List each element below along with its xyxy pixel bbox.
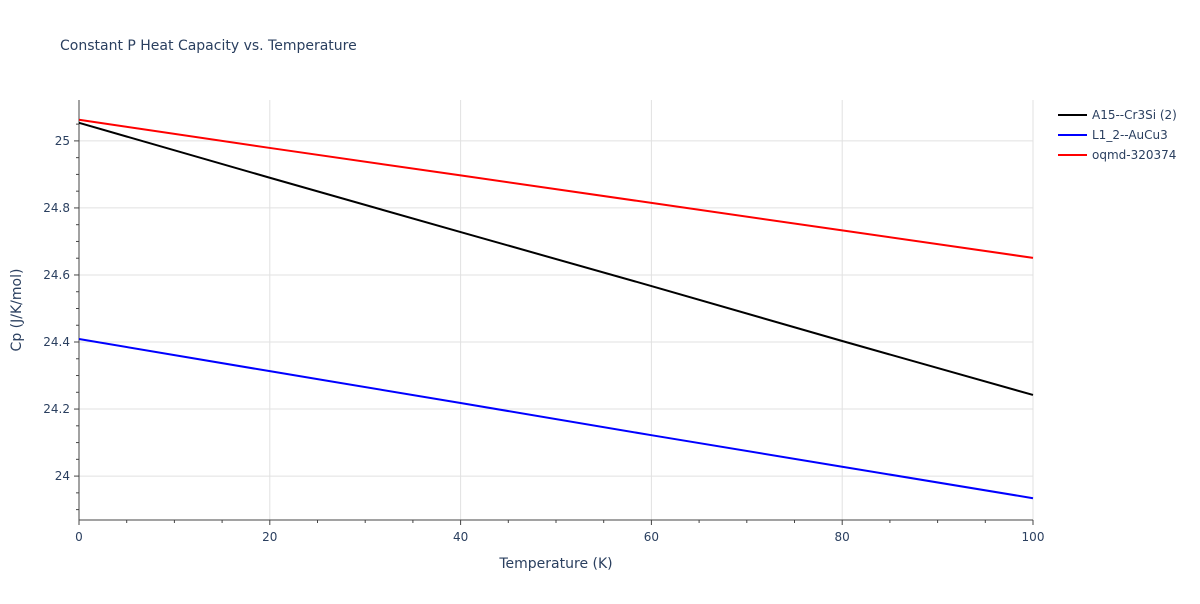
y-axis-label: Cp (J/K/mol) (9, 269, 25, 352)
series-lines (78, 118, 1034, 500)
x-tick-label: 80 (835, 530, 850, 544)
y-tick-label: 25 (55, 134, 70, 148)
x-axis-label: Temperature (K) (498, 556, 612, 572)
x-tick-label: 20 (262, 530, 277, 544)
y-tick-label: 24.6 (43, 268, 70, 282)
legend[interactable]: A15--Cr3Si (2) L1_2--AuCu3 oqmd-320374 (1058, 108, 1177, 162)
y-tick-label: 24.8 (43, 201, 70, 215)
grid (79, 100, 1034, 520)
series-line-0 (78, 121, 1034, 396)
series-line-2 (78, 118, 1034, 259)
axes: 0 20 40 60 80 100 24 24.2 24.4 24.6 24.8 25 (43, 100, 1044, 544)
x-tick-label: 40 (453, 530, 468, 544)
y-tick-label: 24.2 (43, 402, 70, 416)
x-tick-label: 100 (1022, 530, 1045, 544)
series-line-1 (78, 338, 1034, 500)
y-tick-label: 24 (55, 469, 70, 483)
chart-title: Constant P Heat Capacity vs. Temperature (60, 38, 357, 54)
x-tick-label: 60 (644, 530, 659, 544)
legend-entry: L1_2--AuCu3 (1092, 128, 1168, 142)
legend-entry: A15--Cr3Si (2) (1092, 108, 1177, 122)
x-tick-label: 0 (75, 530, 83, 544)
legend-entry: oqmd-320374 (1092, 148, 1176, 162)
y-tick-label: 24.4 (43, 335, 70, 349)
